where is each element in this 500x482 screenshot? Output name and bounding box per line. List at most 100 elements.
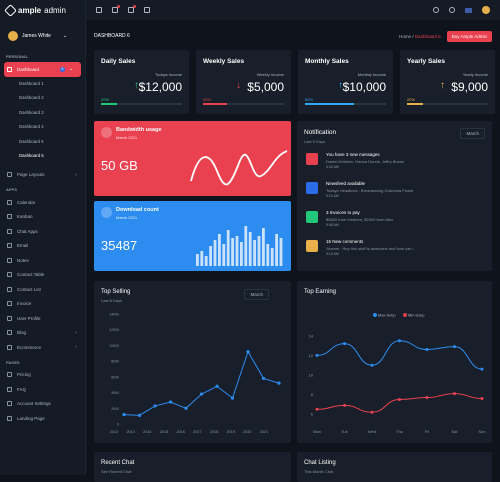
data-point[interactable] [137,413,142,417]
notification-item-desc: Daniel Kristeen, Hanna Dorsie, Jeffry Br… [326,159,405,164]
sidebar-item-label: Kanban [17,214,33,220]
dashboard-icon [7,66,12,72]
data-point[interactable] [230,396,235,400]
notification-subtitle: Last 5 Days [304,139,326,144]
data-point[interactable] [315,407,319,411]
data-point[interactable] [315,353,319,357]
sidebar-item-kanban[interactable]: Kanban [0,210,85,225]
sidebar-item-faq[interactable]: FAQ [0,382,85,397]
sidebar-subitem-dashboard-3[interactable]: Dashboard 3 [19,109,44,115]
sidebar-subitem-dashboard-5[interactable]: Dashboard 5 [19,138,44,144]
brand-logo[interactable]: ample admin [0,0,85,20]
sidebar-item-ecommerce[interactable]: Ecommerce › [0,340,85,355]
sidebar-subitem-dashboard-2[interactable]: Dashboard 2 [19,95,44,100]
notification-card: Notification Last 5 Days March You have … [297,121,492,271]
notes-icon [7,257,12,263]
data-point[interactable] [215,384,219,388]
sidebar-item-label: Contact Table [17,272,45,278]
theme-toggle-icon[interactable] [433,7,439,13]
data-point[interactable] [480,367,484,371]
data-point[interactable] [199,392,204,396]
x-tick-label: Sat [451,429,458,434]
mail-icon[interactable] [128,5,136,13]
notification-item-title: 3 Invoices to pay [326,210,360,215]
stat-title: Yearly Sales [407,58,445,65]
max-temp-line [316,340,483,370]
data-point[interactable] [370,410,374,414]
data-point[interactable] [425,396,429,400]
top-selling-chart: 0 2000 4000 6000 8000 10000 12000 14000 2012 2013… [109,313,281,434]
bell-icon[interactable] [112,5,120,13]
sidebar-item-chat-apps[interactable]: Chat Apps [0,224,85,239]
sidebar-item-label: Landing Page [17,415,45,421]
data-point[interactable] [453,392,456,396]
sidebar-item-label: Calendar [17,199,36,205]
x-tick-label: Thu [396,429,403,434]
top-selling-select[interactable]: March [244,289,269,300]
data-point[interactable] [398,339,401,343]
menu-icon[interactable] [96,7,102,13]
sidebar-item-invoice[interactable]: Invoice [0,297,85,312]
invoice-icon [7,301,12,307]
sidebar-item-pricing[interactable]: Pricing [0,368,85,383]
data-point[interactable] [168,400,173,404]
sidebar-item-calendar[interactable]: Calendar [0,195,85,210]
data-point[interactable] [453,345,456,349]
notification-item-time: 9:15 AM [326,252,339,256]
sidebar-item-landing-page[interactable]: Landing Page [0,411,85,426]
data-point[interactable] [370,363,374,367]
notification-item[interactable]: You have 3 new messages Daniel Kristeen,… [306,151,486,179]
sidebar-item-user-profile[interactable]: User Profile [0,311,85,326]
chat-listing-subtitle: This Month Chat [304,469,334,474]
edit-icon[interactable] [144,7,150,13]
data-point[interactable] [261,376,266,381]
breadcrumb-home[interactable]: Home [399,33,412,39]
arrow-up-icon: ↑ [440,80,445,91]
sidebar-subitem-dashboard-4[interactable]: Dashboard 4 [19,124,44,129]
stat-percent: 30% [203,97,212,102]
data-point[interactable] [246,350,250,354]
notification-item[interactable]: Newsfeed available Todays Headlines : Br… [306,180,486,208]
download-bar [204,256,208,266]
sidebar-item-page-layouts[interactable]: Page Layouts › [0,168,85,183]
data-point[interactable] [184,406,188,410]
sidebar-item-account-settings[interactable]: Account Settings [0,397,85,412]
download-bar [248,232,252,266]
blog-icon [7,330,12,336]
legend-marker [373,313,377,317]
search-icon[interactable] [449,7,455,13]
sidebar-subitem-dashboard-6[interactable]: Dashboard 6 [19,153,44,158]
data-point[interactable] [343,342,346,346]
stat-label: Monthly Income [357,72,386,77]
download-bar [222,244,226,266]
sidebar-item-contact-list[interactable]: Contact List [0,282,85,297]
sidebar-subitem-dashboard-1[interactable]: Dashboard 1 [19,80,44,86]
sidebar-item-dashboard[interactable]: Dashboard 6 ⌄ [4,62,81,77]
sidebar-item-blog[interactable]: Blog › [0,326,85,341]
sidebar-item-notes[interactable]: Notes [0,253,85,268]
notification-item[interactable]: 15 New comments Jhanne : Hey this stuff … [306,238,486,266]
data-point[interactable] [480,397,484,401]
landing-page-icon [7,415,12,421]
notification-item[interactable]: 3 Invoices to pay $5500 from Kristeen, $… [306,209,486,237]
data-point[interactable] [277,381,281,385]
layout-icon [7,172,12,178]
language-flag-icon[interactable] [465,7,472,13]
sidebar-item-label: Page Layouts [17,172,45,178]
data-point[interactable] [122,412,126,417]
notification-icon [306,211,318,223]
chat-listing-card: Chat Listing This Month Chat [297,452,492,482]
avatar[interactable] [482,6,490,14]
ecommerce-icon [7,344,12,350]
data-point[interactable] [398,398,401,401]
sidebar-item-contact-table[interactable]: Contact Table [0,268,85,283]
buy-button[interactable]: Buy Ample Admin [446,30,492,42]
sidebar-item-email[interactable]: Email [0,239,85,254]
data-point[interactable] [343,403,346,407]
sidebar-item-label: FAQ [17,386,27,392]
data-point[interactable] [153,404,157,408]
data-point[interactable] [425,348,429,352]
notification-month-select[interactable]: March [460,128,485,139]
chevron-down-icon: ⌄ [62,33,68,39]
user-profile[interactable]: James White ⌄ [0,24,85,48]
